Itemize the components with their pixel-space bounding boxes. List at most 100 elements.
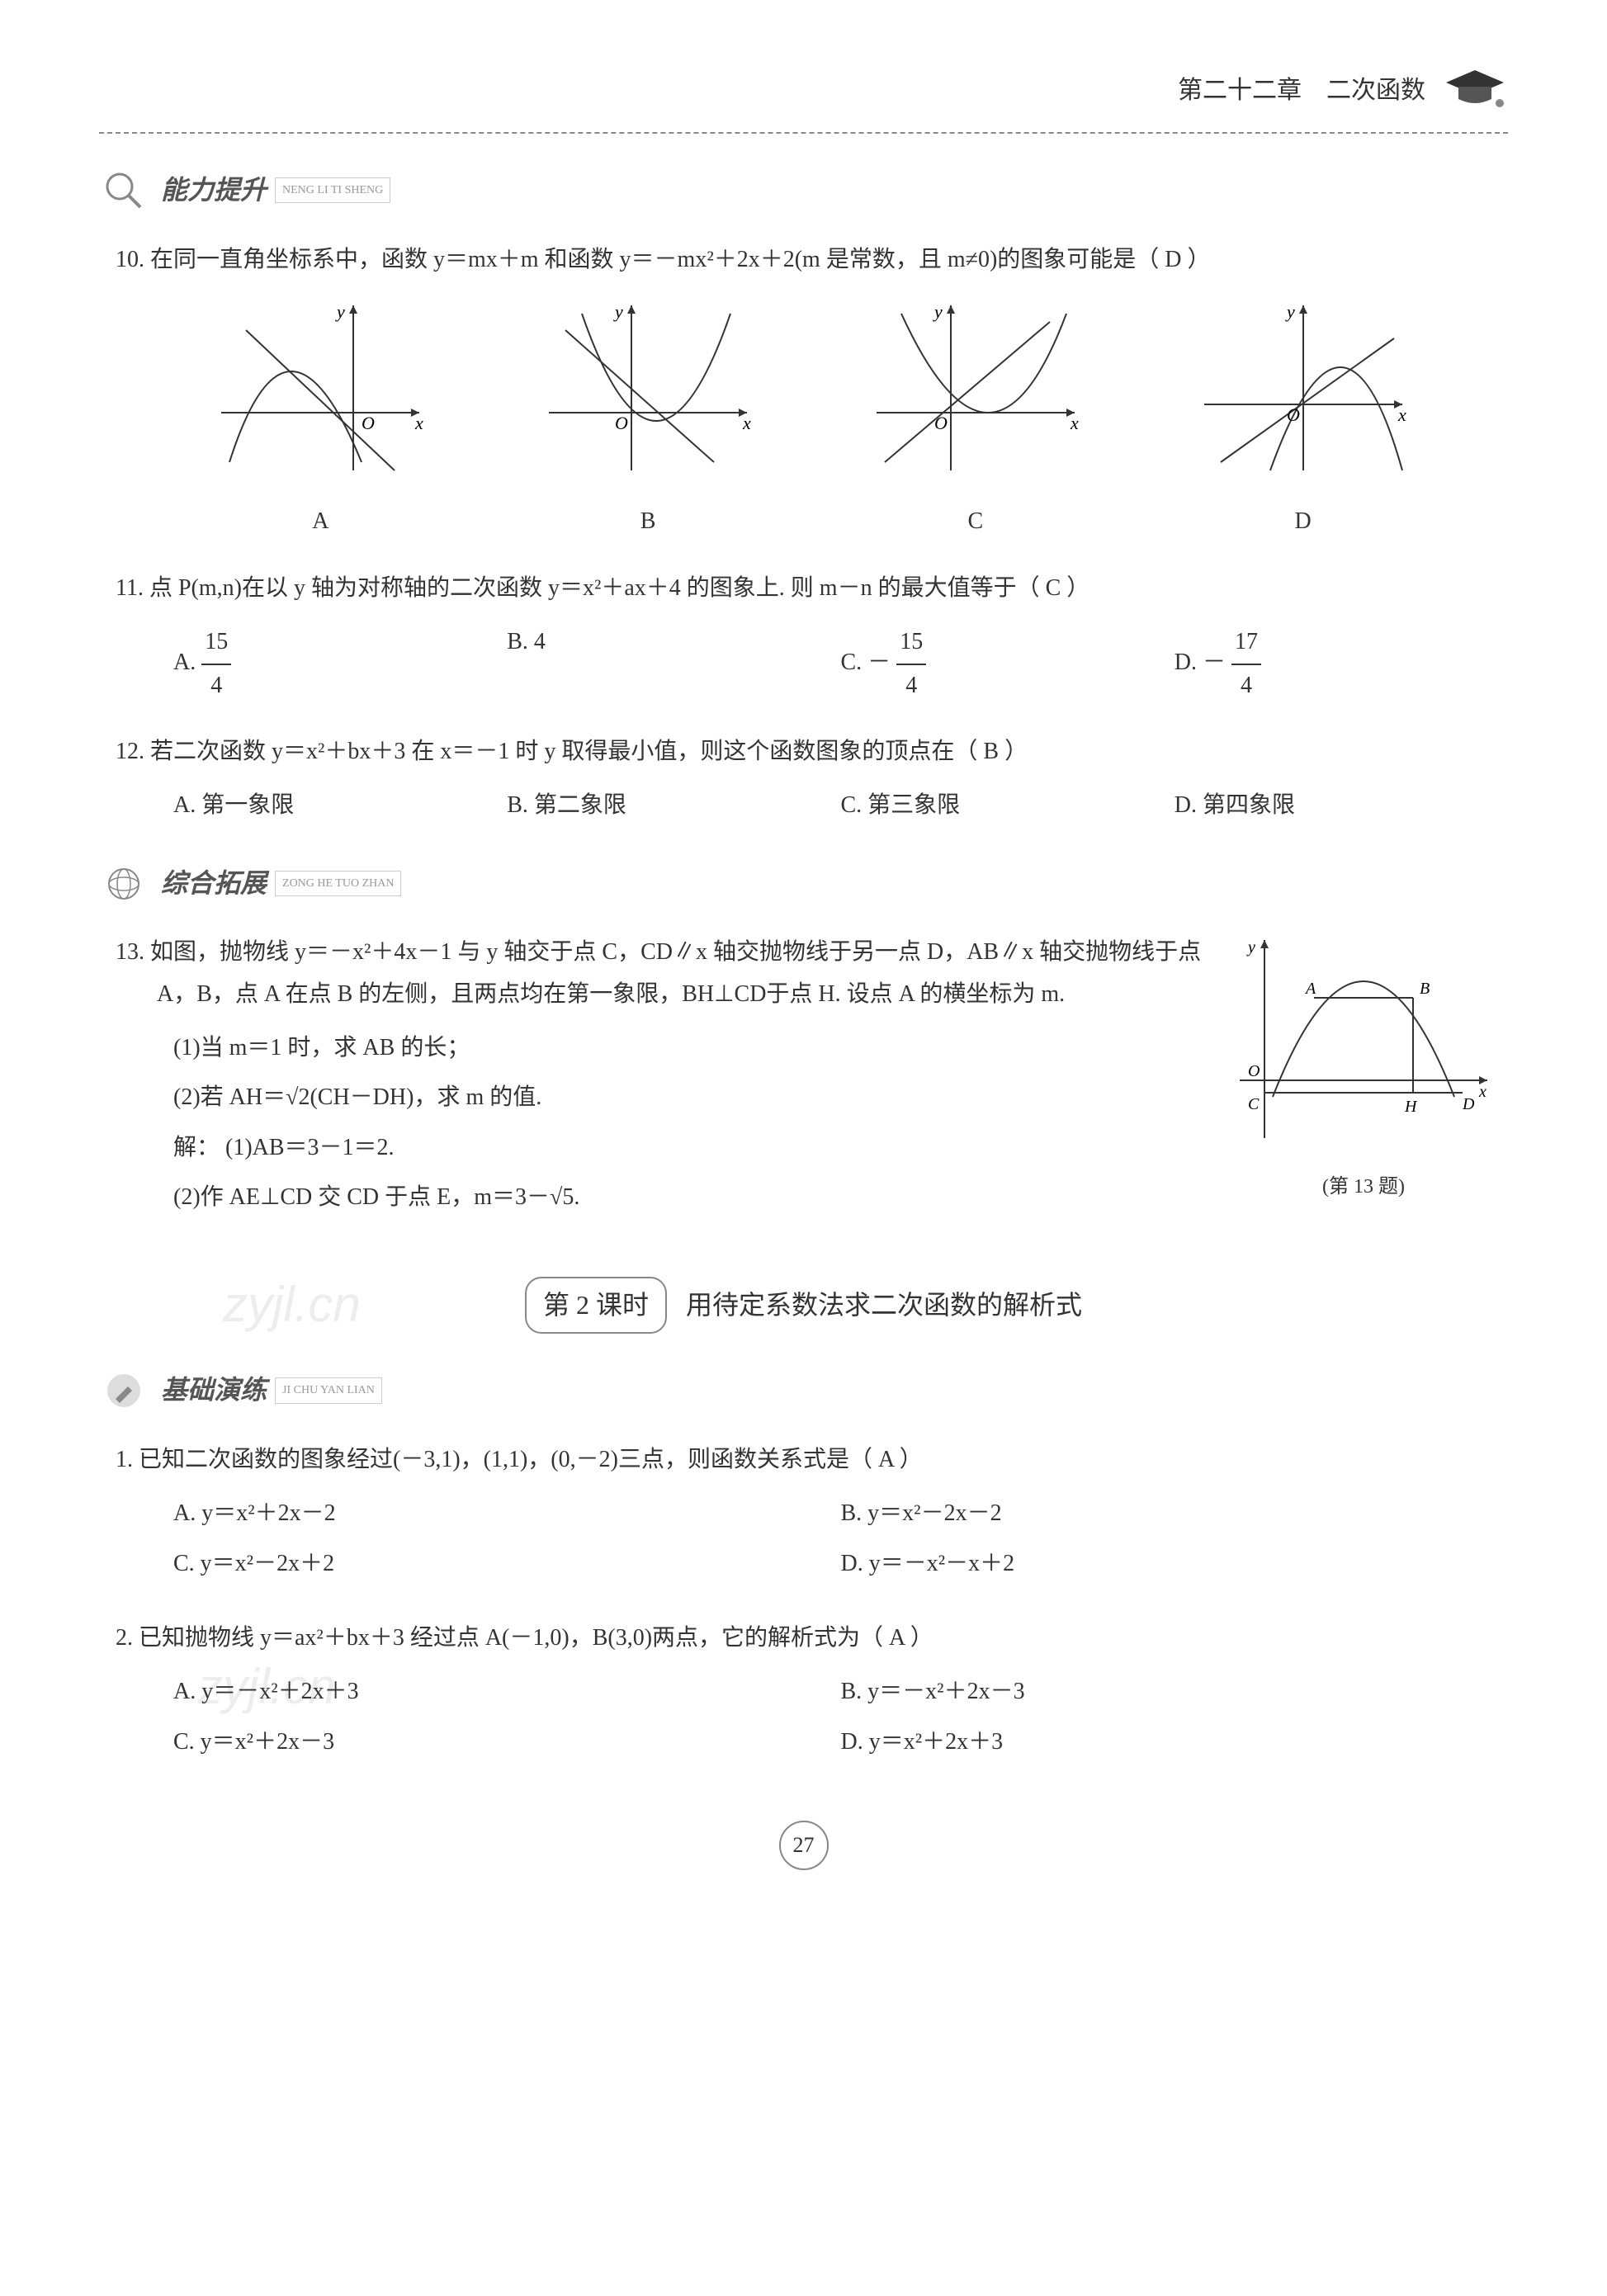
q11-options: A. 154 B. 4 C. － 154 D. － 174 [173, 621, 1508, 706]
q13-text: 13. 如图，抛物线 y＝－x²＋4x－1 与 y 轴交于点 C，CD∥x 轴交… [157, 932, 1203, 1015]
section-comprehensive-subtitle: ZONG HE TUO ZHAN [275, 871, 401, 896]
q12-optC: C. 第三象限 [841, 785, 1175, 826]
fig13-D: D [1462, 1095, 1475, 1113]
section-ability-subtitle: NENG LI TI SHENG [275, 177, 390, 203]
q11-optD: D. － 174 [1175, 621, 1508, 706]
graph-c-o: O [934, 413, 948, 433]
graph-c-label: C [860, 501, 1091, 542]
q11-optC: C. － 154 [841, 621, 1175, 706]
fig13-A: A [1304, 980, 1316, 998]
q11-optD-num: 17 [1231, 621, 1261, 664]
graph-d-label: D [1188, 501, 1419, 542]
graph-a-container: O x y A [205, 297, 436, 543]
globe-icon [99, 863, 149, 905]
q2-number: 2. [116, 1625, 133, 1651]
graph-b: O x y [532, 297, 763, 479]
graph-c-y: y [933, 301, 943, 322]
q13-parabola: O x y A B C D H [1231, 932, 1496, 1146]
graph-c-container: O x y C [860, 297, 1091, 543]
question-2: zyjl.cn 2. 已知抛物线 y＝ax²＋bx＋3 经过点 A(－1,0)，… [99, 1618, 1508, 1771]
graph-d-x: x [1397, 404, 1406, 425]
q11-optA-label: A. [173, 650, 196, 675]
q13-number: 13. [116, 939, 144, 965]
fig13-x: x [1478, 1083, 1486, 1101]
q13-sol-label: 解： [173, 1135, 220, 1160]
q12-optD: D. 第四象限 [1175, 785, 1508, 826]
fig13-y: y [1246, 938, 1255, 957]
graph-a-x: x [414, 413, 423, 433]
q12-text: 12. 若二次函数 y＝x²＋bx＋3 在 x＝－1 时 y 取得最小值，则这个… [157, 731, 1508, 772]
q2-text: 2. 已知抛物线 y＝ax²＋bx＋3 经过点 A(－1,0)，B(3,0)两点… [157, 1618, 1508, 1659]
q1-options: A. y＝x²＋2x－2 B. y＝x²－2x－2 C. y＝x²－2x＋2 D… [173, 1493, 1508, 1593]
section-basic-header: 基础演练 JI CHU YAN LIAN [99, 1367, 1508, 1415]
q11-optA: A. 154 [173, 621, 507, 706]
q1-optC: C. y＝x²－2x＋2 [173, 1543, 841, 1585]
q11-optD-den: 4 [1231, 665, 1261, 706]
page-header: 第二十二章 二次函数 [99, 66, 1508, 134]
q10-graphs: O x y A O x y B [157, 297, 1467, 543]
q11-optA-den: 4 [201, 665, 231, 706]
question-12: 12. 若二次函数 y＝x²＋bx＋3 在 x＝－1 时 y 取得最小值，则这个… [99, 731, 1508, 827]
watermark-1: zyjl.cn [223, 1260, 361, 1349]
q2-optC: C. y＝x²＋2x－3 [173, 1722, 841, 1763]
q2-options: A. y＝－x²＋2x＋3 B. y＝－x²＋2x－3 C. y＝x²＋2x－3… [173, 1671, 1508, 1771]
fig13-C: C [1248, 1095, 1260, 1113]
question-1: 1. 已知二次函数的图象经过(－3,1)，(1,1)，(0,－2)三点，则函数关… [99, 1439, 1508, 1593]
q1-body: 已知二次函数的图象经过(－3,1)，(1,1)，(0,－2)三点，则函数关系式是… [139, 1447, 923, 1472]
q11-optD-label: D. － [1175, 650, 1226, 675]
section-ability-title: 能力提升 [161, 167, 267, 215]
section-basic-subtitle: JI CHU YAN LIAN [275, 1377, 382, 1403]
question-13: 13. 如图，抛物线 y＝－x²＋4x－1 与 y 轴交于点 C，CD∥x 轴交… [99, 932, 1508, 1226]
q13-part1: (1)当 m＝1 时，求 AB 的长； [173, 1028, 1203, 1069]
q13-caption: (第 13 题) [1219, 1169, 1508, 1205]
q2-optB: B. y＝－x²＋2x－3 [841, 1671, 1509, 1713]
q1-number: 1. [116, 1447, 133, 1472]
q12-body: 若二次函数 y＝x²＋bx＋3 在 x＝－1 时 y 取得最小值，则这个函数图象… [150, 739, 1028, 764]
section-comprehensive-header: 综合拓展 ZONG HE TUO ZHAN [99, 860, 1508, 908]
graph-b-label: B [532, 501, 763, 542]
q12-options: A. 第一象限 B. 第二象限 C. 第三象限 D. 第四象限 [173, 785, 1508, 826]
section-ability-header: 能力提升 NENG LI TI SHENG [99, 167, 1508, 215]
pencil-icon [99, 1370, 149, 1411]
q13-sol1: (1)AB＝3－1＝2. [225, 1135, 395, 1160]
graph-a-y: y [335, 301, 345, 322]
q1-optD: D. y＝－x²－x＋2 [841, 1543, 1509, 1585]
question-11: 11. 点 P(m,n)在以 y 轴为对称轴的二次函数 y＝x²＋ax＋4 的图… [99, 568, 1508, 706]
question-10: 10. 在同一直角坐标系中，函数 y＝mx＋m 和函数 y＝－mx²＋2x＋2(… [99, 239, 1508, 543]
fig13-H: H [1404, 1098, 1418, 1116]
fig13-B: B [1420, 980, 1430, 998]
page-number: 27 [779, 1821, 829, 1870]
section-comprehensive-title: 综合拓展 [161, 860, 267, 908]
q11-text: 11. 点 P(m,n)在以 y 轴为对称轴的二次函数 y＝x²＋ax＋4 的图… [157, 568, 1508, 609]
graph-b-x: x [742, 413, 751, 433]
lesson-badge: 第 2 课时 [525, 1277, 667, 1335]
page-number-container: 27 [99, 1821, 1508, 1870]
graph-b-container: O x y B [532, 297, 763, 543]
q1-optA: A. y＝x²＋2x－2 [173, 1493, 841, 1534]
q1-text: 1. 已知二次函数的图象经过(－3,1)，(1,1)，(0,－2)三点，则函数关… [157, 1439, 1508, 1481]
q11-optB: B. 4 [507, 621, 840, 706]
q11-optC-den: 4 [896, 665, 926, 706]
graph-b-y: y [613, 301, 623, 322]
lesson-title-row: zyjl.cn 第 2 课时 用待定系数法求二次函数的解析式 [99, 1277, 1508, 1335]
graph-d-o: O [1287, 404, 1300, 425]
q13-sol2: (2)作 AE⊥CD 交 CD 于点 E，m＝3－√5. [173, 1177, 1203, 1218]
q11-optA-num: 15 [201, 621, 231, 664]
q13-figure: O x y A B C D H (第 13 题) [1219, 932, 1508, 1226]
q2-optA: A. y＝－x²＋2x＋3 [173, 1671, 841, 1713]
q13-body: 如图，抛物线 y＝－x²＋4x－1 与 y 轴交于点 C，CD∥x 轴交抛物线于… [150, 939, 1201, 1006]
graph-c: O x y [860, 297, 1091, 479]
q12-optA: A. 第一象限 [173, 785, 507, 826]
graph-d-y: y [1285, 301, 1295, 322]
graph-b-o: O [615, 413, 628, 433]
q10-text: 10. 在同一直角坐标系中，函数 y＝mx＋m 和函数 y＝－mx²＋2x＋2(… [157, 239, 1508, 281]
q1-optB: B. y＝x²－2x－2 [841, 1493, 1509, 1534]
q2-optD: D. y＝x²＋2x＋3 [841, 1722, 1509, 1763]
q11-optC-num: 15 [896, 621, 926, 664]
graph-c-x: x [1070, 413, 1079, 433]
graph-a-label: A [205, 501, 436, 542]
q13-part2: (2)若 AH＝√2(CH－DH)，求 m 的值. [173, 1077, 1203, 1118]
q10-body: 在同一直角坐标系中，函数 y＝mx＋m 和函数 y＝－mx²＋2x＋2(m 是常… [150, 247, 1211, 272]
graph-d: O x y [1188, 297, 1419, 479]
graduation-cap-icon [1442, 66, 1508, 116]
